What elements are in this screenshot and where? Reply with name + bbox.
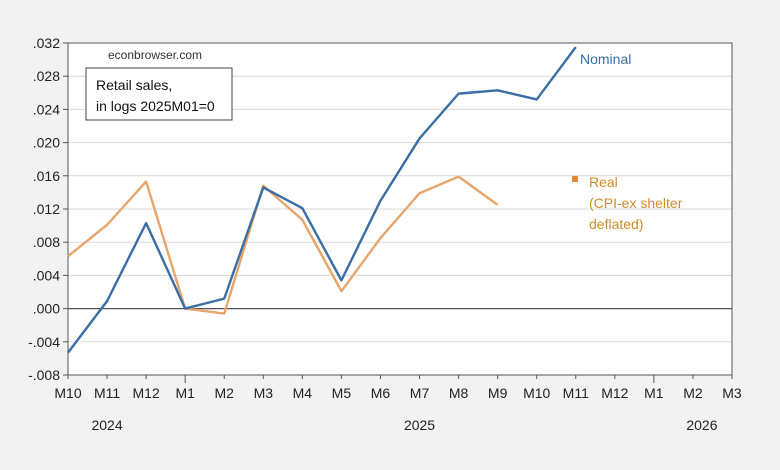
series-line-real [67, 175, 499, 315]
legend-label-real: (CPI-ex shelter [589, 195, 683, 211]
x-tick-label: M2 [215, 385, 235, 401]
x-tick-label: M12 [133, 385, 160, 401]
year-label: 2025 [404, 417, 435, 433]
x-tick-label: M12 [601, 385, 628, 401]
x-tick-label: M7 [410, 385, 430, 401]
chart-title: Retail sales, [96, 77, 172, 93]
x-tick-label: M3 [722, 385, 742, 401]
watermark: econbrowser.com [108, 48, 202, 62]
x-tick-label: M11 [94, 385, 120, 401]
chart-title: in logs 2025M01=0 [96, 98, 215, 114]
x-tick-label: M1 [175, 385, 195, 401]
legend-label-real: deflated) [589, 216, 643, 232]
y-tick-label: .004 [33, 267, 60, 283]
y-tick-label: .028 [33, 68, 60, 84]
title-box [85, 67, 233, 121]
x-tick-label: M5 [332, 385, 352, 401]
x-tick-label: M9 [488, 385, 508, 401]
y-tick-label: -.004 [28, 334, 60, 350]
plot-frame [67, 42, 733, 376]
y-tick-label: -.008 [28, 367, 60, 383]
legend-marker-real [572, 176, 578, 182]
y-tick-label: .016 [33, 168, 60, 184]
y-tick-label: .024 [33, 101, 60, 117]
x-tick-label: M11 [563, 385, 589, 401]
year-label: 2024 [91, 417, 122, 433]
y-tick-label: .032 [33, 35, 60, 51]
y-tick-label: .020 [33, 135, 60, 151]
year-label: 2026 [686, 417, 717, 433]
series-line-nominal [67, 46, 577, 354]
y-tick-label: .012 [33, 201, 60, 217]
legend-label-nominal: Nominal [580, 51, 631, 67]
x-tick-label: M10 [54, 385, 81, 401]
y-tick-label: .000 [33, 301, 60, 317]
x-tick-label: M1 [644, 385, 664, 401]
legend-label-real: Real [589, 174, 618, 190]
x-tick-label: M4 [293, 385, 313, 401]
x-tick-label: M3 [254, 385, 274, 401]
x-tick-label: M8 [449, 385, 469, 401]
x-tick-label: M6 [371, 385, 391, 401]
x-tick-label: M2 [683, 385, 703, 401]
y-tick-label: .008 [33, 234, 60, 250]
x-tick-label: M10 [523, 385, 550, 401]
